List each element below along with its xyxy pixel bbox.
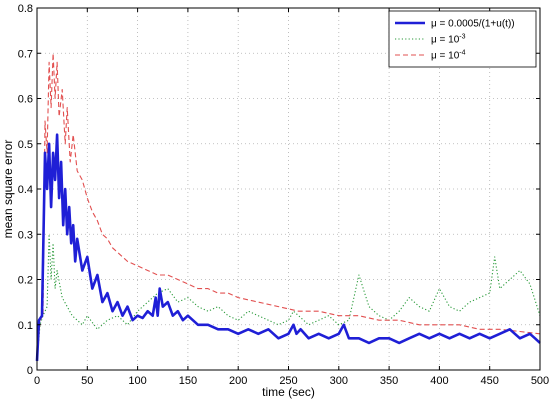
y-tick-label: 0.5: [18, 139, 33, 151]
x-tick-label: 450: [481, 375, 499, 387]
legend-prefix: μ =: [431, 19, 448, 30]
y-tick-label: 0.3: [18, 229, 33, 241]
legend-prefix: μ =: [431, 51, 448, 62]
series-line-1: [35, 133, 541, 361]
x-tick-label: 250: [279, 375, 297, 387]
y-axis-label: mean square error: [1, 140, 15, 239]
y-tick-label: 0.6: [18, 94, 33, 106]
legend-entry-1: μ = 0.0005/(1+u(t)): [431, 19, 515, 30]
legend-prefix: μ =: [431, 35, 448, 46]
x-axis-label: time (sec): [262, 385, 315, 399]
grid-lines: [37, 8, 540, 370]
legend-entry-2: μ = 10-3: [431, 34, 466, 46]
y-tick-label: 0: [27, 365, 33, 377]
series-lines: [35, 52, 541, 361]
legend: μ = 0.0005/(1+u(t))μ = 10-3μ = 10-4: [388, 10, 537, 68]
x-tick-label: 100: [128, 375, 146, 387]
legend-main: 0.0005/(1+u(t)): [448, 19, 514, 30]
legend-entry-3: μ = 10-4: [431, 50, 466, 62]
legend-superscript: -4: [459, 50, 465, 57]
x-axis-ticks: 0 50 100 150 200 250 300 350 400 450 500: [34, 8, 549, 387]
legend-main: 10: [448, 35, 460, 46]
legend-main: 10: [448, 51, 460, 62]
x-tick-label: 200: [229, 375, 247, 387]
legend-superscript: -3: [459, 34, 465, 41]
x-tick-label: 350: [380, 375, 398, 387]
legend-box: [388, 10, 537, 68]
x-tick-label: 300: [330, 375, 348, 387]
y-tick-label: 0.4: [18, 184, 33, 196]
y-tick-label: 0.2: [18, 275, 33, 287]
x-tick-label: 400: [430, 375, 448, 387]
y-tick-label: 0.7: [18, 48, 33, 60]
x-tick-label: 50: [81, 375, 93, 387]
x-tick-label: 150: [179, 375, 197, 387]
y-axis-ticks: 0 0.1 0.2 0.3 0.4 0.5 0.6 0.7 0.8: [18, 3, 540, 377]
y-tick-label: 0.1: [18, 320, 33, 332]
x-tick-label: 0: [34, 375, 40, 387]
x-tick-label: 500: [531, 375, 549, 387]
y-tick-label: 0.8: [18, 3, 33, 15]
series-line-3: [36, 52, 541, 361]
